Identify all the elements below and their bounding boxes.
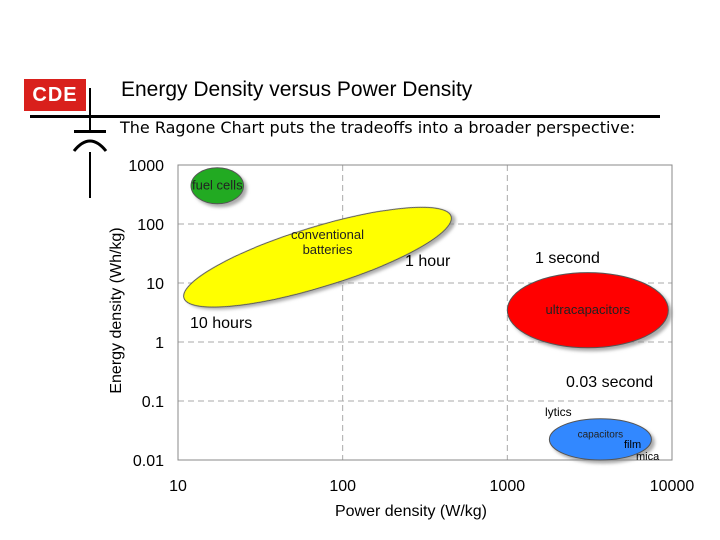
fuel-cells-region: fuel cells <box>190 167 245 205</box>
ten-hours-label: 10 hours <box>190 315 252 332</box>
region-shape <box>548 418 652 461</box>
y-tick-label: 10 <box>146 276 164 293</box>
region-shape <box>190 167 245 205</box>
capacitor-symbol-curved-plate <box>72 139 108 152</box>
region-shape <box>506 272 669 349</box>
region-label: conventional batteries <box>291 227 364 257</box>
y-tick-labels: 1000 100 10 1 0.1 0.01 <box>128 158 164 470</box>
x-tick-label: 10000 <box>650 478 695 495</box>
film-label: film <box>624 439 641 451</box>
x-tick-label: 1000 <box>490 478 526 495</box>
lytics-label: lytics <box>545 405 572 419</box>
region-label-line: fuel cells <box>192 178 243 193</box>
y-tick-label: 1000 <box>128 158 164 175</box>
ultracapacitors-region: ultracapacitors <box>506 272 669 349</box>
y-tick-label: 1 <box>155 335 164 352</box>
point-zero-three-second-label: 0.03 second <box>566 374 653 391</box>
region-label: capacitors <box>578 429 624 440</box>
y-tick-label: 100 <box>137 217 164 234</box>
x-tick-label: 100 <box>329 478 356 495</box>
capacitor-symbol-plate <box>74 130 106 133</box>
plot-frame <box>177 164 673 461</box>
x-tick-label: 10 <box>169 478 187 495</box>
mica-label: mica <box>636 451 660 463</box>
chart-regions: fuel cells conventional batteries ultracapa… <box>183 167 669 461</box>
region-label-line: ultracapacitors <box>546 302 631 317</box>
header-rule <box>30 115 660 118</box>
capacitor-symbol-lead-bottom <box>89 152 91 198</box>
capacitor-symbol-lead-top <box>89 88 91 130</box>
chart-annotations: 1 hour 1 second 10 hours 0.03 second lytics f… <box>190 250 660 463</box>
logo-text: CDE <box>32 84 78 106</box>
x-tick-labels: 10 100 1000 10000 <box>169 478 694 495</box>
region-label-line: conventional <box>291 227 364 242</box>
region-label-line: capacitors <box>578 429 624 440</box>
y-axis-label: Energy density (Wh/kg) <box>108 227 125 393</box>
conventional-batteries-region: conventional batteries <box>183 206 452 308</box>
y-tick-label: 0.1 <box>142 394 164 411</box>
capacitors-region: capacitors <box>548 418 652 461</box>
y-tick-label: 0.01 <box>133 453 164 470</box>
page-title: Energy Density versus Power Density <box>121 78 473 101</box>
one-hour-label: 1 hour <box>405 253 451 270</box>
one-second-label: 1 second <box>535 250 600 267</box>
region-shape <box>183 206 452 308</box>
x-axis-label: Power density (W/kg) <box>335 503 487 520</box>
region-label: fuel cells <box>192 178 243 193</box>
cde-logo: CDE <box>24 79 86 111</box>
region-label-line: batteries <box>303 242 353 257</box>
region-label: ultracapacitors <box>546 302 631 317</box>
page-subtitle: The Ragone Chart puts the tradeoffs into… <box>120 118 636 137</box>
